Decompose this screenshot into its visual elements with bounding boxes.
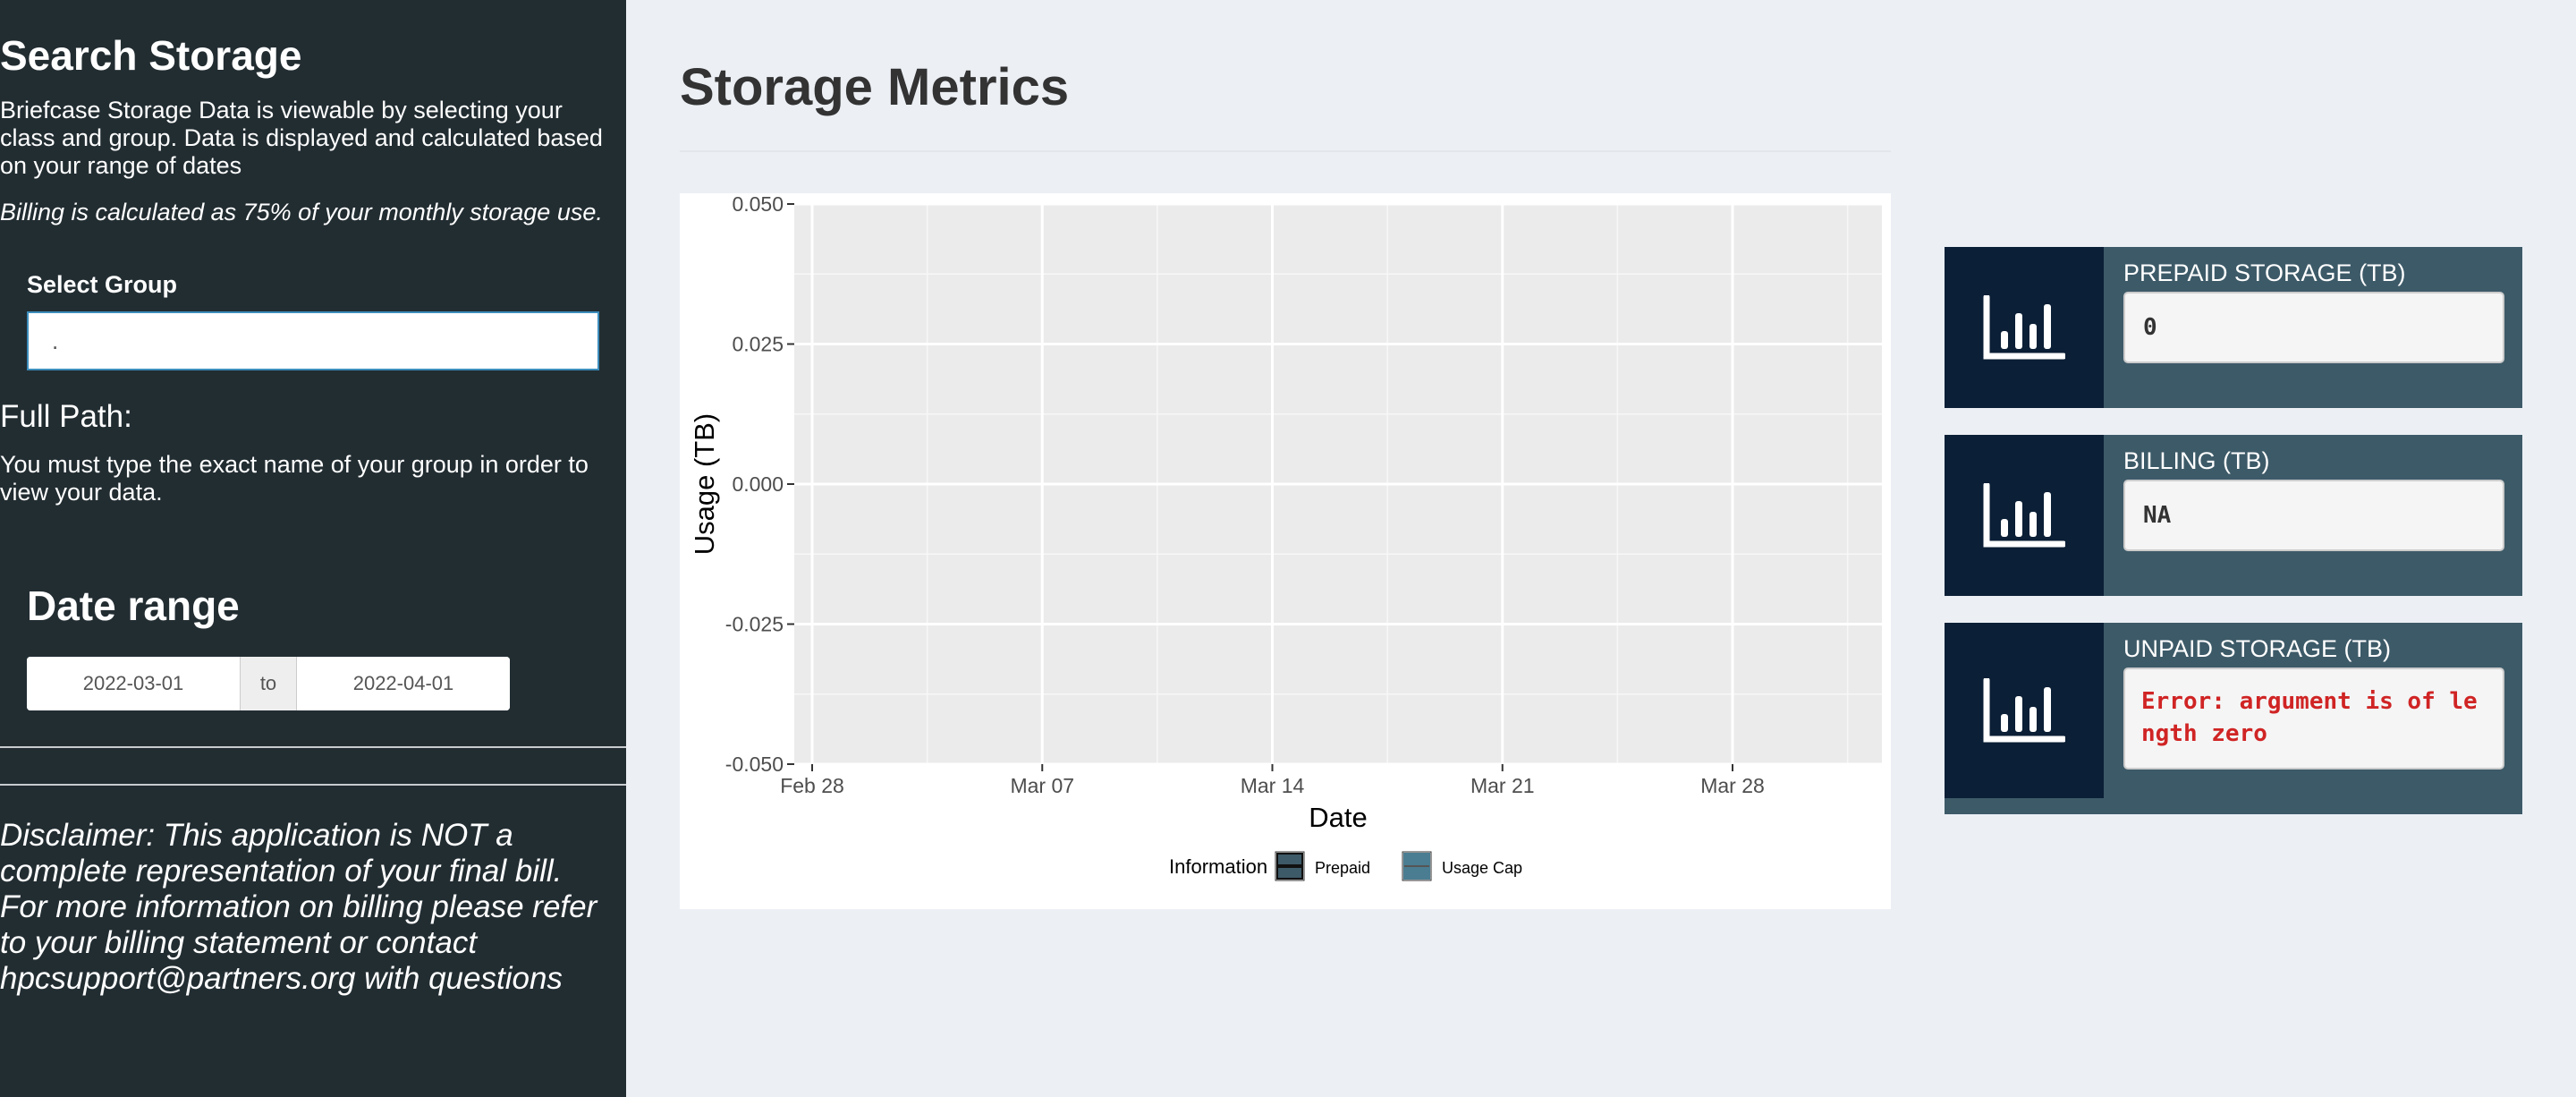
y-tick-label: -0.050 — [725, 753, 784, 776]
date-end-input[interactable]: 2022-04-01 — [297, 657, 510, 710]
y-tick-label: 0.025 — [732, 333, 784, 356]
x-tick-label: Feb 28 — [780, 774, 844, 797]
date-separator: to — [240, 657, 297, 710]
bar-chart-icon — [1945, 435, 2104, 596]
value-box-output: Error: argument is of length zero — [2123, 668, 2504, 770]
x-tick-label: Mar 28 — [1700, 774, 1765, 797]
legend-title: Information — [1169, 855, 1267, 878]
legend-label: Usage Cap — [1442, 859, 1522, 877]
date-range-title: Date range — [27, 583, 240, 629]
disclaimer-text: Disclaimer: This application is NOT a co… — [0, 818, 597, 996]
divider — [680, 150, 1891, 152]
full-path-label: Full Path: — [0, 399, 132, 434]
value-box-label: UNPAID STORAGE (TB) — [2123, 635, 2392, 662]
must-type-note: You must type the exact name of your gro… — [0, 451, 589, 506]
value-box: PREPAID STORAGE (TB) 0 — [1945, 247, 2522, 408]
divider — [0, 746, 626, 748]
value-box-output: 0 — [2123, 292, 2504, 363]
value-box: UNPAID STORAGE (TB) Error: argument is of… — [1945, 623, 2522, 814]
date-start-input[interactable]: 2022-03-01 — [27, 657, 240, 710]
x-tick-label: Mar 07 — [1010, 774, 1074, 797]
value-box: BILLING (TB) NA — [1945, 435, 2522, 596]
y-tick-label: 0.050 — [732, 193, 784, 216]
x-tick-label: Mar 14 — [1241, 774, 1305, 797]
sidebar-title: Search Storage — [0, 32, 302, 79]
billing-note: Billing is calculated as 75% of your mon… — [0, 199, 603, 225]
value-box-label: PREPAID STORAGE (TB) — [2123, 259, 2406, 286]
y-tick-label: -0.025 — [725, 613, 784, 636]
value-box-label: BILLING (TB) — [2123, 447, 2270, 474]
select-group-input[interactable] — [27, 311, 599, 370]
select-group-label: Select Group — [27, 271, 178, 298]
bar-chart-icon — [1945, 247, 2104, 408]
y-axis-title: Usage (TB) — [689, 413, 720, 555]
y-tick-label: 0.000 — [732, 472, 784, 496]
value-box-output: NA — [2123, 480, 2504, 551]
legend-label: Prepaid — [1315, 859, 1370, 877]
sidebar: Search Storage Briefcase Storage Data is… — [0, 0, 626, 1097]
usage-chart: 0.050 0.025 0.000 -0.025 -0.050 Feb 28 Mar 07 M… — [680, 193, 1891, 909]
page-title: Storage Metrics — [680, 58, 1070, 116]
bar-chart-icon — [1945, 623, 2104, 798]
divider — [0, 784, 626, 786]
x-tick-label: Mar 21 — [1470, 774, 1535, 797]
date-range-picker: 2022-03-01 to 2022-04-01 — [27, 657, 510, 710]
sidebar-description: Briefcase Storage Data is viewable by se… — [0, 97, 603, 179]
x-axis-title: Date — [1309, 802, 1367, 833]
